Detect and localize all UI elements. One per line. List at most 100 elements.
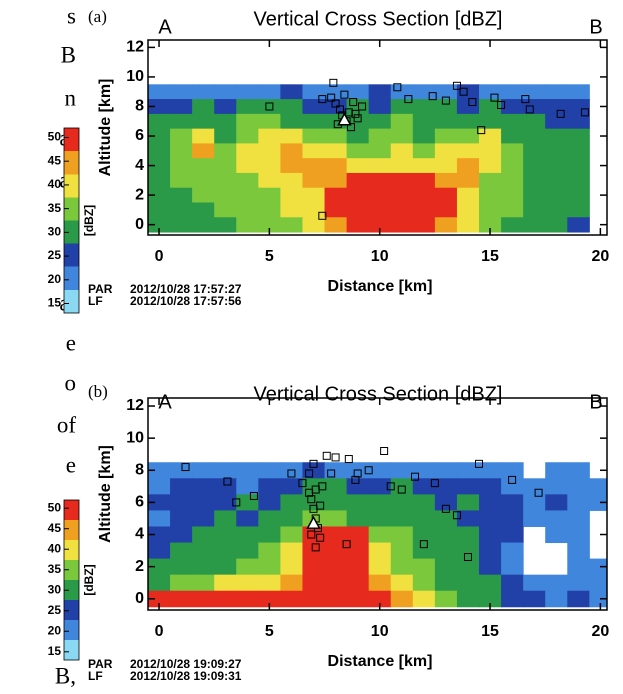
panel-label: (a) bbox=[88, 7, 107, 26]
info-label: LF bbox=[88, 669, 103, 683]
cell bbox=[148, 158, 171, 174]
info-time: 2012/10/28 19:09:31 bbox=[130, 669, 242, 683]
cell bbox=[324, 128, 348, 144]
cell bbox=[368, 128, 392, 144]
cell bbox=[324, 494, 348, 511]
cell bbox=[258, 202, 281, 218]
cell bbox=[434, 462, 458, 479]
cell bbox=[324, 187, 348, 203]
margin-text: e bbox=[66, 330, 76, 355]
plot-frame bbox=[147, 397, 608, 611]
y-tick-label: 2 bbox=[135, 558, 144, 575]
y-tick-label: 8 bbox=[135, 461, 144, 478]
cell bbox=[148, 172, 171, 189]
cell bbox=[258, 510, 281, 527]
cell bbox=[258, 558, 281, 576]
cell bbox=[412, 542, 436, 560]
cell bbox=[368, 158, 392, 174]
y-tick-label: 0 bbox=[135, 590, 144, 607]
cell bbox=[236, 494, 259, 511]
x-tick-label: 10 bbox=[371, 248, 389, 265]
cell bbox=[434, 143, 458, 159]
cell bbox=[214, 542, 237, 560]
x-tick-label: 5 bbox=[265, 623, 274, 640]
cell bbox=[501, 542, 524, 560]
cell bbox=[434, 158, 458, 174]
lightning-source bbox=[307, 530, 316, 539]
lightning-source bbox=[249, 491, 258, 500]
cell bbox=[148, 128, 171, 144]
cell bbox=[324, 590, 348, 608]
lightning-source bbox=[534, 488, 543, 497]
cell bbox=[545, 128, 568, 144]
cell bbox=[280, 202, 303, 218]
cell bbox=[280, 113, 303, 130]
cell bbox=[170, 462, 193, 479]
cell bbox=[368, 113, 392, 130]
lightning-source bbox=[298, 479, 307, 488]
margin-text: B, bbox=[55, 663, 76, 688]
cell bbox=[346, 128, 370, 144]
cell bbox=[302, 158, 326, 174]
cell bbox=[479, 158, 502, 174]
y-tick-label: 4 bbox=[135, 526, 144, 543]
x-tick-label: 10 bbox=[371, 623, 389, 640]
cell bbox=[324, 558, 348, 576]
cell bbox=[346, 187, 370, 203]
cell bbox=[545, 217, 568, 233]
info-label: LF bbox=[88, 294, 103, 308]
lightning-source bbox=[463, 553, 472, 561]
lightning-source bbox=[311, 485, 320, 494]
cell bbox=[302, 113, 326, 130]
cell bbox=[148, 217, 171, 233]
cell bbox=[368, 478, 392, 495]
cell bbox=[456, 510, 480, 527]
cell bbox=[258, 478, 281, 495]
cell bbox=[148, 590, 171, 608]
cell bbox=[258, 172, 281, 189]
cell bbox=[148, 574, 171, 592]
cell bbox=[479, 217, 502, 233]
cell bbox=[412, 84, 436, 100]
cell bbox=[412, 510, 436, 527]
cell bbox=[567, 510, 590, 527]
cell bbox=[148, 526, 171, 544]
cell bbox=[456, 494, 480, 511]
cell bbox=[501, 128, 524, 144]
lightning-source bbox=[380, 447, 389, 455]
cell bbox=[236, 574, 259, 592]
cell bbox=[148, 143, 171, 159]
cell bbox=[368, 526, 392, 544]
info-time: 2012/10/28 17:57:27 bbox=[130, 282, 242, 296]
cell bbox=[523, 510, 546, 527]
cell bbox=[192, 113, 215, 130]
cell bbox=[501, 143, 524, 159]
cell bbox=[523, 590, 546, 608]
cell bbox=[170, 84, 193, 100]
y-tick-label: 0 bbox=[135, 216, 144, 233]
cell bbox=[434, 217, 458, 233]
lightning-source bbox=[364, 466, 373, 475]
cell bbox=[567, 478, 590, 495]
cell bbox=[302, 99, 326, 115]
cell bbox=[567, 574, 590, 592]
cell bbox=[148, 478, 171, 495]
lightning-source bbox=[316, 501, 325, 510]
cell bbox=[346, 172, 370, 189]
cell bbox=[170, 128, 193, 144]
cell bbox=[148, 84, 171, 100]
cell bbox=[412, 202, 436, 218]
cell bbox=[567, 202, 590, 218]
cell bbox=[479, 494, 502, 511]
cell bbox=[567, 172, 590, 189]
cell bbox=[456, 187, 480, 203]
cell bbox=[589, 494, 607, 511]
lightning-source bbox=[335, 105, 344, 114]
cell bbox=[346, 84, 370, 100]
colorbar-label: [dBZ] bbox=[82, 564, 96, 595]
cell bbox=[501, 202, 524, 218]
cell bbox=[368, 187, 392, 203]
cell bbox=[412, 99, 436, 115]
cell bbox=[368, 202, 392, 218]
cell bbox=[214, 574, 237, 592]
